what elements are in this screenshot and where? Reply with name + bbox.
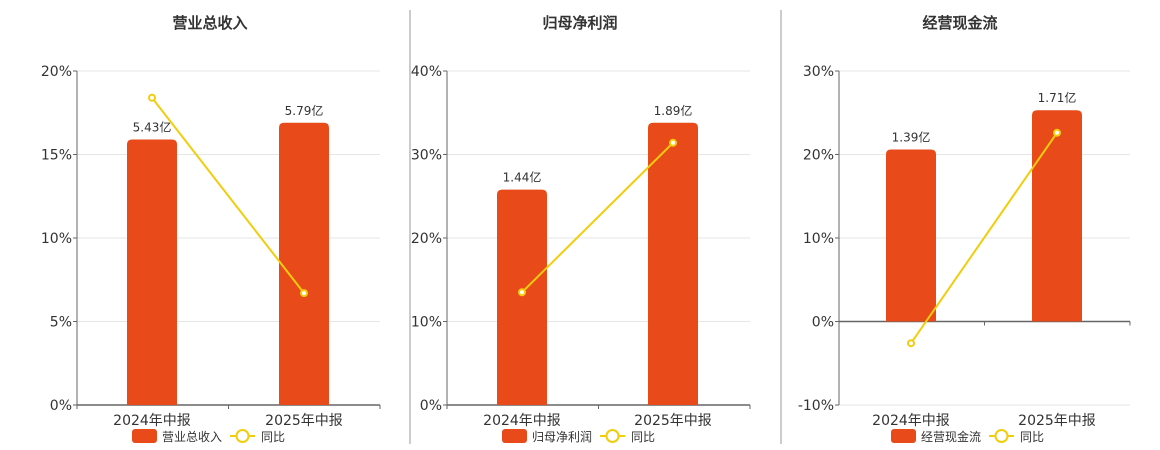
- legend-bar-swatch: [132, 429, 157, 443]
- y-tick-label: 0%: [812, 315, 834, 331]
- legend-bar-label: 经营现金流: [921, 429, 981, 444]
- y-tick-label: 0%: [420, 398, 442, 414]
- bar: [127, 139, 177, 405]
- yoy-line: [910, 132, 1058, 344]
- yoy-point: [907, 339, 915, 348]
- yoy-point: [1053, 128, 1061, 137]
- x-category-label: 2025年中报: [634, 413, 712, 429]
- legend-line-label: 同比: [1020, 430, 1044, 444]
- legend-bar-label: 营业总收入: [162, 430, 222, 444]
- legend-line-marker: [605, 429, 620, 443]
- bar: [886, 149, 936, 322]
- y-tick-label: 0%: [50, 398, 72, 414]
- chart-title: 营业总收入: [172, 14, 247, 32]
- legend-line-marker: [994, 429, 1009, 443]
- bar-data-label: 1.39亿: [892, 129, 931, 144]
- y-tick-label: 20%: [411, 231, 442, 247]
- x-category-label: 2024年中报: [872, 413, 950, 429]
- legend-bar-swatch: [502, 429, 527, 443]
- x-category-label: 2024年中报: [483, 413, 561, 429]
- bar-data-label: 1.71亿: [1038, 90, 1077, 105]
- chart-panel-2: 归母净利润 0% 10% 20% 30% 40% 2024年中报 2025年中报 1.44亿 1.…: [411, 14, 751, 444]
- bar-data-label: 1.44亿: [503, 170, 542, 185]
- bar-data-label: 1.89亿: [654, 103, 693, 118]
- bar: [279, 122, 329, 406]
- y-tick-label: 5%: [50, 315, 72, 331]
- yoy-point: [669, 138, 677, 147]
- y-tick-label: 15%: [41, 148, 72, 164]
- bar-data-label: 5.79亿: [285, 103, 324, 118]
- chart-panel-3: 经营现金流 -10% 0% 10% 20% 30% 2024年中报 2025年中报 1.39亿 1…: [798, 14, 1131, 444]
- y-tick-label: 10%: [41, 231, 72, 247]
- y-tick-label: 10%: [803, 231, 834, 247]
- yoy-line: [521, 142, 674, 293]
- legend-bar-label: 归母净利润: [532, 430, 592, 444]
- chart-title: 归母净利润: [542, 14, 617, 32]
- yoy-point: [300, 289, 308, 298]
- y-tick-label: 10%: [411, 315, 442, 331]
- legend-line-label: 同比: [261, 430, 285, 444]
- legend-bar-swatch: [891, 429, 916, 443]
- y-tick-label: 20%: [41, 64, 72, 80]
- y-tick-label: 40%: [411, 64, 442, 80]
- legend-line-marker: [235, 429, 250, 443]
- yoy-point: [518, 288, 526, 297]
- legend: 营业总收入 同比: [132, 429, 285, 444]
- x-category-label: 2025年中报: [1018, 413, 1096, 429]
- x-category-label: 2024年中报: [113, 413, 191, 429]
- chart-panel-1: 营业总收入 0% 5% 10% 15% 20% 2024年中报 2025年中报 5.43亿 5.7…: [41, 14, 381, 444]
- bar-data-label: 5.43亿: [133, 119, 172, 134]
- y-tick-label: 30%: [803, 64, 834, 80]
- yoy-line: [151, 97, 305, 294]
- chart-title: 经营现金流: [922, 14, 997, 32]
- y-tick-label: 20%: [803, 148, 834, 164]
- y-tick-label: 30%: [411, 148, 442, 164]
- bar: [1032, 110, 1082, 322]
- y-tick-label: -10%: [798, 398, 834, 414]
- legend: 归母净利润 同比: [502, 429, 655, 444]
- yoy-point: [148, 93, 156, 102]
- bar: [497, 189, 547, 405]
- legend: 经营现金流 同比: [891, 429, 1044, 444]
- bar: [648, 122, 698, 406]
- legend-line-label: 同比: [631, 430, 655, 444]
- x-category-label: 2025年中报: [265, 413, 343, 429]
